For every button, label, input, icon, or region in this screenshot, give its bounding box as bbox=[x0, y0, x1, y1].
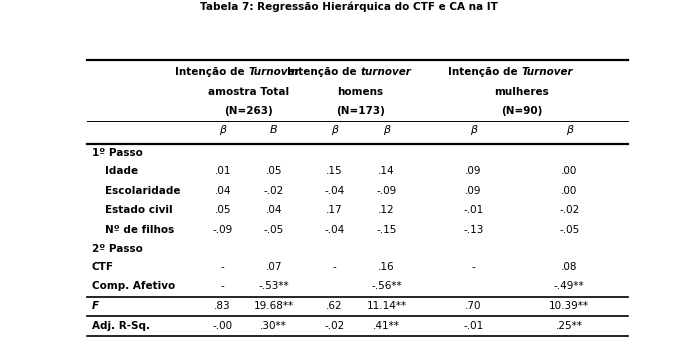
Text: .12: .12 bbox=[378, 205, 395, 215]
Text: .15: .15 bbox=[326, 166, 343, 176]
Text: -.02: -.02 bbox=[324, 321, 344, 330]
Text: .62: .62 bbox=[326, 301, 343, 311]
Text: -.53**: -.53** bbox=[258, 281, 289, 291]
Text: Intenção de: Intenção de bbox=[175, 67, 248, 77]
Text: .04: .04 bbox=[214, 186, 231, 196]
Text: Estado civil: Estado civil bbox=[105, 205, 172, 215]
Text: Tabela 7: Regressão Hierárquica do CTF e CA na IT: Tabela 7: Regressão Hierárquica do CTF e… bbox=[200, 2, 498, 12]
Text: .30**: .30** bbox=[260, 321, 287, 330]
Text: .07: .07 bbox=[265, 261, 282, 272]
Text: .09: .09 bbox=[465, 166, 482, 176]
Text: -: - bbox=[221, 261, 225, 272]
Text: β: β bbox=[331, 124, 338, 135]
Text: β: β bbox=[383, 124, 390, 135]
Text: -.01: -.01 bbox=[463, 321, 484, 330]
Text: -.56**: -.56** bbox=[371, 281, 402, 291]
Text: Intenção de: Intenção de bbox=[448, 67, 521, 77]
Text: .04: .04 bbox=[265, 205, 282, 215]
Text: CTF: CTF bbox=[91, 261, 114, 272]
Text: .00: .00 bbox=[561, 166, 577, 176]
Text: .09: .09 bbox=[465, 186, 482, 196]
Text: .01: .01 bbox=[214, 166, 231, 176]
Text: .08: .08 bbox=[561, 261, 577, 272]
Text: (N=90): (N=90) bbox=[500, 106, 542, 116]
Text: -.02: -.02 bbox=[559, 205, 579, 215]
Text: -: - bbox=[472, 261, 475, 272]
Text: Comp. Afetivo: Comp. Afetivo bbox=[91, 281, 174, 291]
Text: Idade: Idade bbox=[105, 166, 138, 176]
Text: β: β bbox=[470, 124, 477, 135]
Text: (N=173): (N=173) bbox=[336, 106, 385, 116]
Text: Nº de filhos: Nº de filhos bbox=[105, 225, 174, 235]
Text: .41**: .41** bbox=[373, 321, 400, 330]
Text: 2º Passo: 2º Passo bbox=[91, 244, 142, 254]
Text: -.02: -.02 bbox=[264, 186, 284, 196]
Text: -.49**: -.49** bbox=[554, 281, 585, 291]
Text: .14: .14 bbox=[378, 166, 395, 176]
Text: (N=263): (N=263) bbox=[224, 106, 272, 116]
Text: .17: .17 bbox=[326, 205, 343, 215]
Text: turnover: turnover bbox=[360, 67, 411, 77]
Text: B: B bbox=[270, 124, 278, 135]
Text: .70: .70 bbox=[465, 301, 482, 311]
Text: amostra Total: amostra Total bbox=[207, 87, 289, 97]
Text: -.00: -.00 bbox=[213, 321, 232, 330]
Text: 11.14**: 11.14** bbox=[366, 301, 407, 311]
Text: -.05: -.05 bbox=[559, 225, 579, 235]
Text: Intenção de: Intenção de bbox=[287, 67, 360, 77]
Text: -.09: -.09 bbox=[213, 225, 233, 235]
Text: -.01: -.01 bbox=[463, 205, 484, 215]
Text: homens: homens bbox=[337, 87, 383, 97]
Text: Escolaridade: Escolaridade bbox=[105, 186, 181, 196]
Text: -.13: -.13 bbox=[463, 225, 484, 235]
Text: .83: .83 bbox=[214, 301, 231, 311]
Text: -.04: -.04 bbox=[324, 225, 344, 235]
Text: .05: .05 bbox=[265, 166, 282, 176]
Text: 19.68**: 19.68** bbox=[253, 301, 294, 311]
Text: 10.39**: 10.39** bbox=[549, 301, 589, 311]
Text: -: - bbox=[221, 281, 225, 291]
Text: -.05: -.05 bbox=[264, 225, 284, 235]
Text: -.15: -.15 bbox=[376, 225, 396, 235]
Text: .16: .16 bbox=[378, 261, 395, 272]
Text: -.04: -.04 bbox=[324, 186, 344, 196]
Text: .25**: .25** bbox=[556, 321, 583, 330]
Text: Turnover: Turnover bbox=[248, 67, 300, 77]
Text: Adj. R-Sq.: Adj. R-Sq. bbox=[91, 321, 149, 330]
Text: -.09: -.09 bbox=[376, 186, 396, 196]
Text: -: - bbox=[332, 261, 336, 272]
Text: mulheres: mulheres bbox=[494, 87, 549, 97]
Text: β: β bbox=[219, 124, 226, 135]
Text: 1º Passo: 1º Passo bbox=[91, 148, 142, 158]
Text: .05: .05 bbox=[214, 205, 231, 215]
Text: .00: .00 bbox=[561, 186, 577, 196]
Text: Turnover: Turnover bbox=[521, 67, 573, 77]
Text: β: β bbox=[565, 124, 573, 135]
Text: F: F bbox=[91, 301, 98, 311]
